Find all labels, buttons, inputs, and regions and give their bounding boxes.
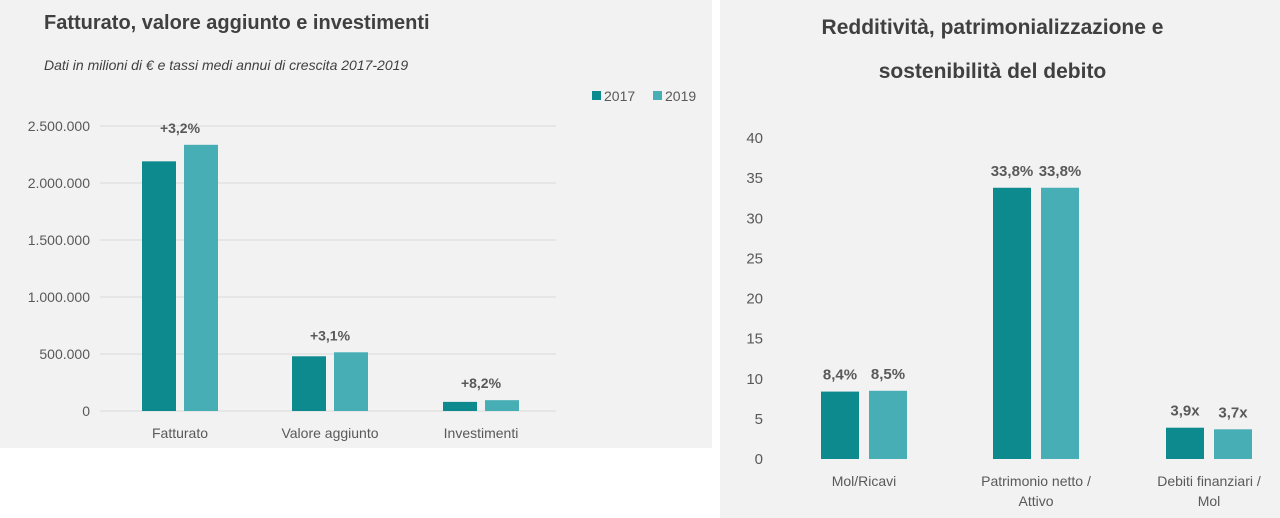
y-tick-label: 20 xyxy=(746,291,763,308)
x-tick-label: Attivo xyxy=(1018,493,1053,509)
bar-2017 xyxy=(443,401,477,411)
y-tick-label: 40 xyxy=(746,130,763,147)
right-chart-panel: Redditività, patrimonializzazione e sost… xyxy=(720,0,1280,518)
data-label: 3,7x xyxy=(1218,404,1248,421)
data-label: 33,8% xyxy=(1039,163,1082,180)
x-tick-label: Debiti finanziari / xyxy=(1157,473,1261,489)
bar-2017 xyxy=(993,187,1031,459)
legend-swatch-2019 xyxy=(653,91,662,100)
growth-label: +3,1% xyxy=(310,327,351,343)
y-tick-label: 10 xyxy=(746,371,763,388)
y-tick-label: 1.000.000 xyxy=(28,289,90,305)
bar-2019 xyxy=(485,400,519,411)
x-tick-label: Investimenti xyxy=(444,425,519,441)
data-label: 33,8% xyxy=(991,163,1034,180)
bar-2017 xyxy=(821,391,859,459)
growth-label: +8,2% xyxy=(461,375,502,391)
y-tick-label: 30 xyxy=(746,210,763,227)
bar-2017 xyxy=(142,161,176,411)
y-tick-label: 35 xyxy=(746,170,763,187)
y-tick-label: 25 xyxy=(746,250,763,267)
data-label: 3,9x xyxy=(1170,403,1200,420)
bar-2019 xyxy=(1041,187,1079,459)
y-tick-label: 5 xyxy=(755,411,763,428)
x-tick-label: Fatturato xyxy=(152,425,208,441)
bar-2017 xyxy=(1166,427,1204,459)
bar-2019 xyxy=(184,144,218,411)
y-tick-label: 2.000.000 xyxy=(28,175,90,191)
right-chart-plot: 0 5 10 15 20 25 30 35 40 8,4% 8,5% Mol/Ricavi 33,8% 3… xyxy=(746,130,1261,509)
left-chart-subtitle: Dati in milioni di € e tassi medi annui … xyxy=(44,57,409,73)
x-tick-label: Patrimonio netto / xyxy=(981,473,1091,489)
bar-2019 xyxy=(334,352,368,411)
y-tick-label: 0 xyxy=(82,403,90,419)
right-chart-title-line-2: sostenibilità del debito xyxy=(878,60,1107,83)
legend-swatch-2017 xyxy=(592,91,601,100)
data-label: 8,4% xyxy=(823,367,857,384)
left-chart-title: Fatturato, valore aggiunto e investiment… xyxy=(44,12,430,34)
right-chart-title-line-1: Redditività, patrimonializzazione e xyxy=(821,16,1164,39)
y-tick-label: 15 xyxy=(746,331,763,348)
growth-label: +3,2% xyxy=(160,120,201,136)
bar-2017 xyxy=(292,356,326,411)
y-tick-label: 500.000 xyxy=(39,346,90,362)
bar-2019 xyxy=(1214,429,1252,459)
bar-2019 xyxy=(869,390,907,459)
legend-label-2017: 2017 xyxy=(604,88,635,104)
left-chart-panel: Fatturato, valore aggiunto e investiment… xyxy=(0,0,712,448)
x-tick-label: Mol xyxy=(1198,493,1221,509)
legend-label-2019: 2019 xyxy=(665,88,696,104)
data-label: 8,5% xyxy=(871,366,905,383)
left-chart-plot: 0 500.000 1.000.000 1.500.000 2.000.000 2.500… xyxy=(28,88,697,441)
y-tick-label: 0 xyxy=(755,451,763,468)
x-tick-label: Valore aggiunto xyxy=(281,425,378,441)
x-tick-label: Mol/Ricavi xyxy=(832,473,897,489)
y-tick-label: 1.500.000 xyxy=(28,232,90,248)
y-tick-label: 2.500.000 xyxy=(28,118,90,134)
